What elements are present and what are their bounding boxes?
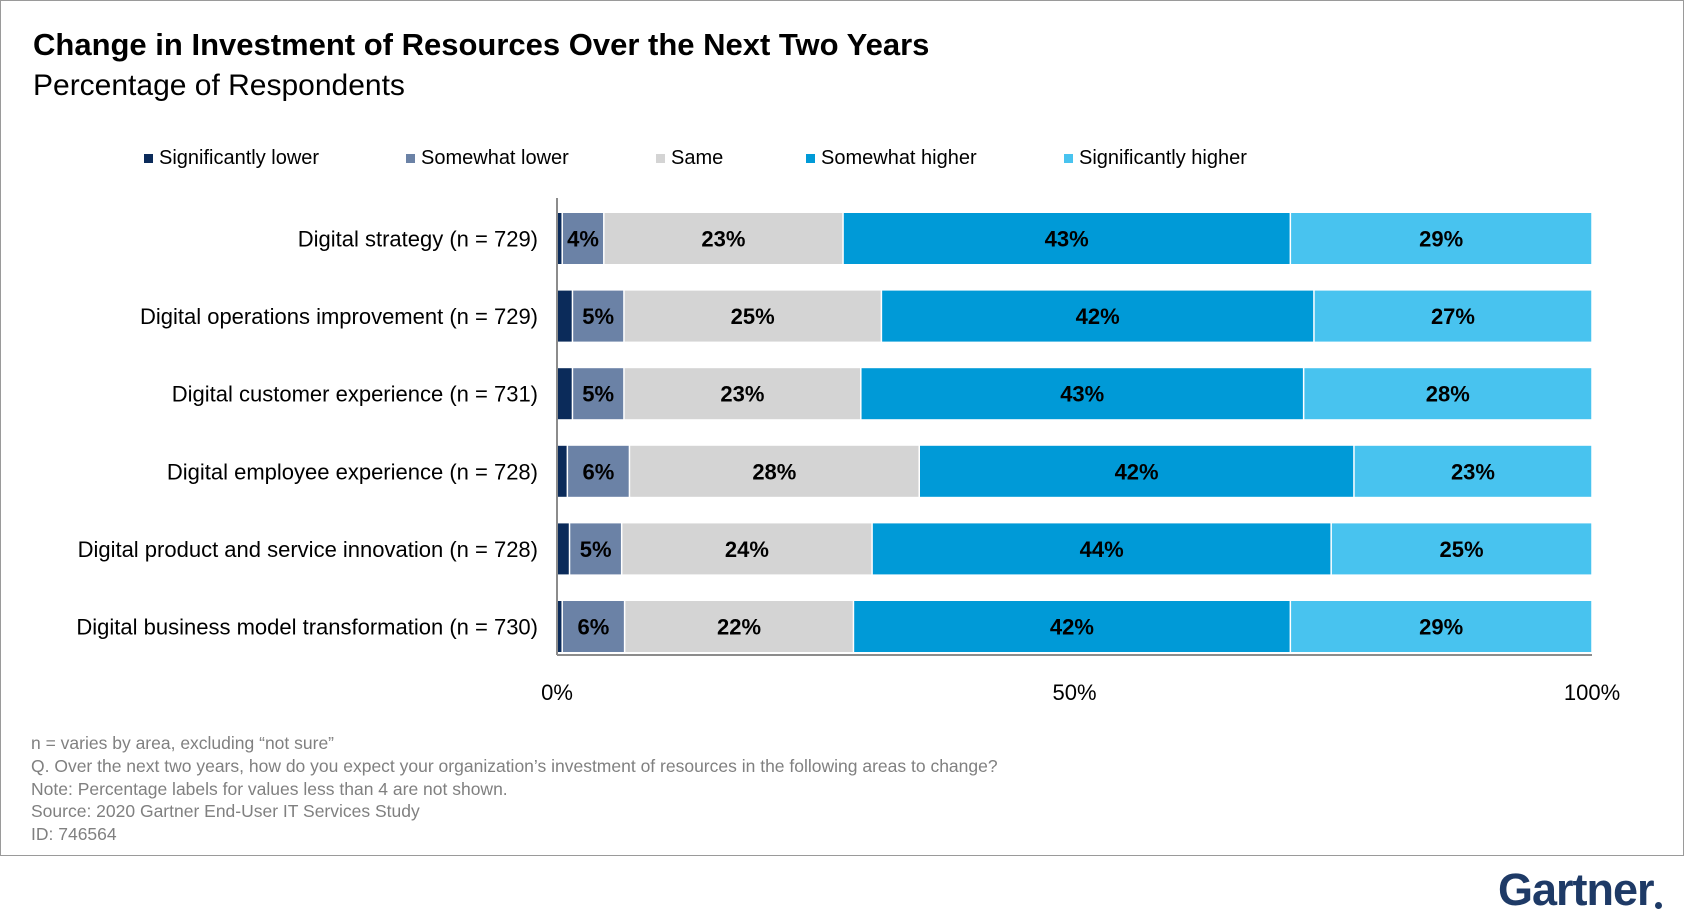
bar-segment — [1314, 290, 1592, 342]
bar-segment — [557, 213, 562, 264]
x-tick-label: 50% — [1052, 680, 1096, 705]
data-label: 25% — [731, 304, 775, 329]
bar-segment — [573, 368, 624, 420]
x-tick-label: 100% — [1564, 680, 1620, 705]
data-label: 44% — [1080, 537, 1124, 562]
data-label: 5% — [582, 382, 614, 407]
data-label: 43% — [1045, 227, 1089, 252]
footnote-n: n = varies by area, excluding “not sure” — [31, 733, 335, 753]
bar-segment — [570, 523, 621, 575]
bar-segment — [557, 523, 569, 575]
data-label: 24% — [725, 537, 769, 562]
data-label: 5% — [580, 537, 612, 562]
data-label: 4% — [567, 227, 599, 252]
data-label: 27% — [1431, 304, 1475, 329]
bar-segment — [920, 445, 1354, 497]
legend-item-somewhat-higher: Somewhat higher — [806, 145, 977, 171]
legend-swatch — [656, 153, 665, 163]
legend-item-significantly-lower: Significantly lower — [144, 145, 319, 171]
bar-segment — [557, 368, 572, 420]
bar-segment — [1331, 523, 1592, 575]
legend-item-same: Same — [656, 145, 723, 171]
bar-segment — [861, 368, 1303, 420]
category-label: Digital strategy (n = 729) — [298, 227, 538, 252]
category-label: Digital employee experience (n = 728) — [167, 459, 538, 484]
legend-label: Significantly lower — [159, 146, 320, 169]
bar-segment — [1304, 368, 1592, 420]
legend-swatch — [806, 153, 815, 163]
bar-segment — [562, 601, 624, 652]
bar-segment — [624, 290, 881, 342]
bar-segment — [622, 523, 872, 575]
category-label: Digital operations improvement (n = 729) — [140, 304, 538, 329]
chart-title: Change in Investment of Resources Over t… — [33, 27, 930, 62]
data-label: 42% — [1076, 304, 1120, 329]
bar-segment — [562, 213, 604, 264]
bar-segment — [557, 290, 572, 342]
bar-segment — [604, 213, 843, 264]
chart-plot: Digital strategy (n = 729) 4% 23% 43% 29% Dig… — [76, 198, 1620, 705]
bar-segment — [568, 445, 629, 497]
x-tick-label: 0% — [541, 680, 573, 705]
slide-frame: Change in Investment of Resources Over t… — [0, 0, 1684, 856]
data-label: 42% — [1050, 615, 1094, 640]
footnote-question: Q. Over the next two years, how do you e… — [31, 756, 998, 776]
bar-segment — [573, 290, 624, 342]
legend-item-significantly-higher: Significantly higher — [1064, 145, 1247, 171]
legend-label: Somewhat higher — [821, 146, 977, 169]
bar-segment — [882, 290, 1314, 342]
bar-segment — [1354, 445, 1592, 497]
data-label: 29% — [1419, 227, 1463, 252]
legend-swatch — [144, 153, 153, 163]
bar-segment — [557, 601, 562, 652]
legend-label: Same — [671, 146, 724, 169]
legend-item-somewhat-lower: Somewhat lower — [406, 145, 569, 171]
footnote-note: Note: Percentage labels for values less … — [31, 779, 508, 799]
legend-swatch — [406, 153, 415, 163]
bar-segment — [1291, 213, 1592, 264]
category-label: Digital product and service innovation (… — [78, 537, 538, 562]
data-label: 23% — [720, 382, 764, 407]
footnote-id: ID: 746564 — [31, 824, 117, 844]
category-label: Digital business model transformation (n… — [76, 615, 538, 640]
bar-segment — [557, 445, 567, 497]
data-label: 6% — [583, 459, 615, 484]
data-label: 43% — [1060, 382, 1104, 407]
bar-segment — [624, 368, 861, 420]
chart-subtitle: Percentage of Respondents — [33, 69, 405, 102]
logo-dot — [1655, 902, 1662, 909]
bar-segment — [1291, 601, 1592, 652]
legend-swatch — [1064, 153, 1073, 163]
bar-segment — [872, 523, 1331, 575]
gartner-logo: Gartner — [1498, 864, 1655, 915]
bar-segment — [854, 601, 1290, 652]
bar-segment — [625, 601, 853, 652]
data-label: 6% — [578, 615, 610, 640]
data-label: 5% — [582, 304, 614, 329]
legend-label: Somewhat lower — [421, 146, 569, 169]
data-label: 25% — [1440, 537, 1484, 562]
data-label: 23% — [1451, 459, 1495, 484]
data-label: 28% — [752, 459, 796, 484]
legend-label: Significantly higher — [1079, 146, 1247, 169]
data-label: 22% — [717, 615, 761, 640]
bar-segment — [843, 213, 1290, 264]
data-label: 23% — [701, 227, 745, 252]
data-label: 42% — [1115, 459, 1159, 484]
category-label: Digital customer experience (n = 731) — [172, 382, 538, 407]
data-label: 28% — [1426, 382, 1470, 407]
data-label: 29% — [1419, 615, 1463, 640]
bar-segment — [630, 445, 919, 497]
footnote-source: Source: 2020 Gartner End-User IT Service… — [31, 801, 420, 821]
